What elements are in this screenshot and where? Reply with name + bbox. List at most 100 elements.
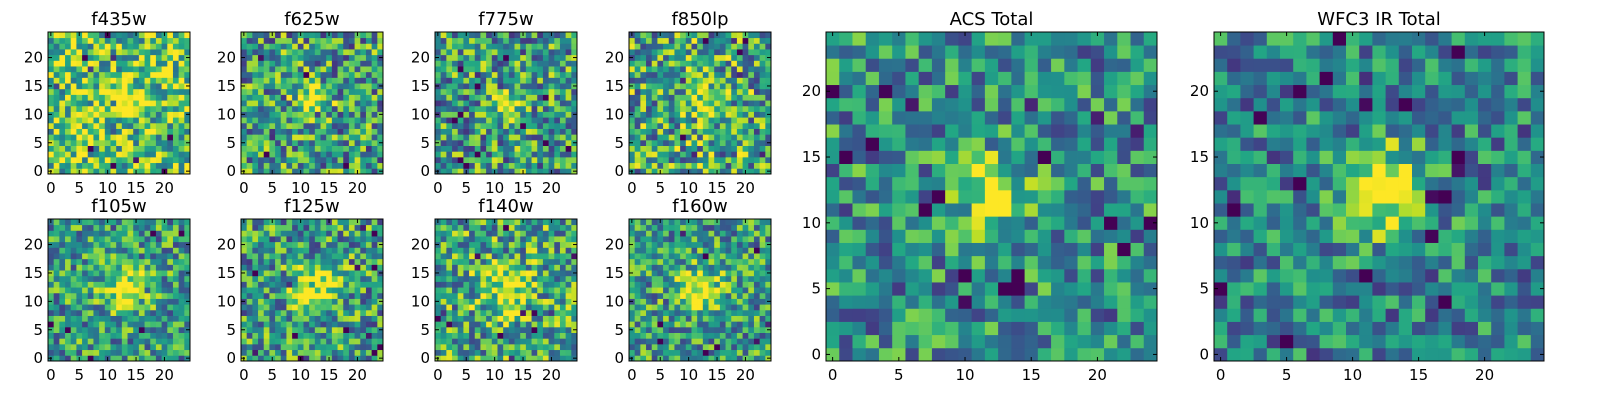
heatmap-cell: [457, 122, 464, 129]
heatmap-cell: [331, 77, 338, 84]
axes-frame: [434, 31, 578, 175]
heatmap-cell: [297, 156, 304, 164]
heatmap-cell: [167, 66, 174, 73]
heatmap-cell: [554, 247, 561, 254]
heatmap-cell: [731, 287, 738, 294]
heatmap-cell: [748, 71, 755, 78]
heatmap-cell: [765, 88, 772, 95]
heatmap-cell: [292, 117, 299, 124]
heatmap-cell: [571, 151, 578, 158]
heatmap-cells: [48, 219, 191, 362]
heatmap-cell: [331, 168, 338, 175]
heatmap-cell: [184, 32, 191, 39]
heatmap-cell: [161, 241, 168, 248]
heatmap-cell: [559, 230, 567, 237]
heatmap-cell: [497, 287, 504, 294]
heatmap-cell: [685, 156, 692, 164]
heatmap-cell: [150, 247, 157, 254]
heatmap-cell: [178, 332, 185, 339]
heatmap-cell: [474, 298, 481, 305]
heatmap-cell: [178, 338, 185, 345]
heatmap-cell: [525, 139, 532, 146]
heatmap-cell: [457, 77, 464, 84]
heatmap-cell: [280, 315, 287, 322]
heatmap-cell: [309, 355, 316, 362]
heatmap-cell: [258, 355, 265, 362]
heatmap-cell: [292, 66, 299, 73]
heatmap-cell: [53, 162, 60, 169]
heatmap-cell: [331, 156, 338, 164]
heatmap-cell: [691, 315, 698, 322]
heatmap-cell: [719, 275, 726, 282]
heatmap-cell: [116, 253, 123, 260]
heatmap-cell: [53, 151, 60, 158]
heatmap-cell: [87, 219, 94, 226]
heatmap-cell: [537, 156, 544, 164]
heatmap-cell: [651, 145, 658, 152]
heatmap-cell: [497, 105, 504, 112]
heatmap-cell: [297, 117, 304, 124]
heatmap-cell: [371, 224, 378, 231]
heatmap-cell: [651, 43, 658, 50]
heatmap-cell: [150, 355, 157, 362]
heatmap-cell: [559, 156, 567, 164]
heatmap-cell: [452, 298, 459, 305]
heatmap-cell: [360, 151, 367, 158]
heatmap-cell: [674, 287, 681, 294]
heatmap-cell: [440, 162, 447, 169]
heatmap-cell: [377, 236, 384, 243]
heatmap-cell: [116, 224, 123, 231]
heatmap-cell: [303, 60, 310, 67]
heatmap-cell: [640, 117, 647, 124]
heatmap-cell: [474, 343, 481, 351]
y-tick-label: 0: [420, 349, 430, 367]
heatmap-cell: [736, 275, 743, 282]
heatmap-cell: [70, 287, 77, 294]
heatmap-cell: [525, 66, 532, 73]
heatmap-cell: [99, 139, 106, 146]
heatmap-cell: [657, 66, 664, 73]
heatmap-cell: [286, 219, 293, 226]
heatmap-cell: [474, 162, 481, 169]
heatmap-cell: [514, 230, 521, 237]
heatmap-cell: [82, 343, 89, 351]
heatmap-cell: [725, 326, 732, 333]
heatmap-cell: [480, 139, 487, 146]
heatmap-cell: [252, 111, 259, 118]
heatmap-cell: [486, 94, 493, 101]
heatmap-cell: [53, 134, 60, 141]
heatmap-cell: [116, 105, 123, 112]
heatmap-cell: [748, 338, 755, 345]
heatmap-cell: [371, 236, 378, 243]
heatmap-cell: [742, 343, 749, 351]
heatmap-cell: [714, 117, 721, 124]
heatmap-cell: [252, 37, 259, 44]
heatmap-cell: [167, 145, 174, 152]
heatmap-cell: [144, 326, 151, 333]
heatmap-cell: [714, 315, 721, 322]
heatmap-cell: [680, 60, 687, 67]
heatmap-cell: [657, 343, 664, 351]
heatmap-cell: [480, 168, 487, 175]
heatmap-cell: [440, 247, 447, 254]
heatmap-cell: [497, 236, 504, 243]
heatmap-cell: [76, 66, 83, 73]
heatmap-cell: [520, 43, 527, 50]
y-tick-label: 0: [614, 162, 624, 180]
heatmap-cell: [167, 43, 174, 50]
heatmap-cell: [520, 224, 527, 231]
heatmap-cell: [554, 219, 561, 226]
heatmap-cell: [753, 105, 761, 112]
heatmap-cell: [736, 54, 743, 61]
heatmap-cell: [474, 139, 481, 146]
heatmap-cell: [309, 32, 316, 39]
heatmap-cell: [565, 94, 572, 101]
heatmap-cell: [280, 66, 287, 73]
heatmap-cell: [480, 224, 487, 231]
heatmap-cell: [258, 219, 265, 226]
heatmap-cell: [99, 298, 106, 305]
heatmap-cell: [172, 298, 180, 305]
heatmap-cell: [691, 298, 698, 305]
heatmap-cell: [753, 37, 761, 44]
